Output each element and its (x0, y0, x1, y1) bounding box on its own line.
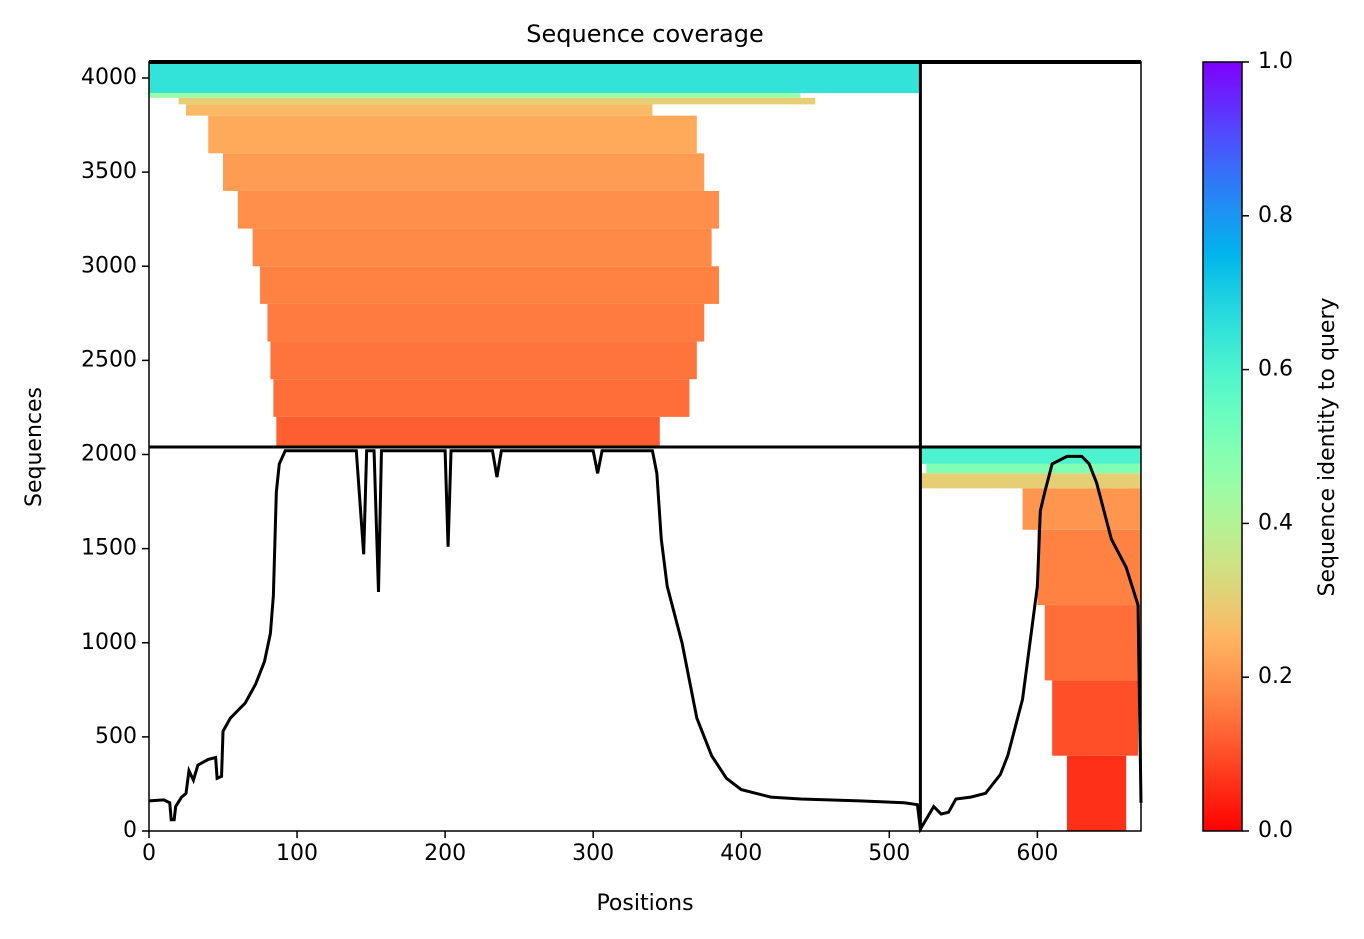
x-tick-label: 100 (276, 841, 318, 866)
y-tick-label: 3500 (81, 159, 137, 184)
colorbar-tick-label: 0.4 (1258, 510, 1293, 535)
x-tick-label: 0 (142, 841, 156, 866)
y-tick-label: 1500 (81, 536, 137, 561)
coverage-band (920, 446, 1141, 464)
colorbar-tick-label: 0.2 (1258, 664, 1293, 689)
y-tick-label: 2500 (81, 347, 137, 372)
coverage-band (1066, 755, 1127, 831)
x-tick-label: 600 (1016, 841, 1058, 866)
colorbar-tick-label: 0.6 (1258, 357, 1293, 382)
coverage-band (260, 266, 720, 304)
y-axis-label: Sequences (22, 387, 47, 507)
y-tick-label: 3000 (81, 253, 137, 278)
coverage-band (273, 379, 690, 417)
colorbar (1202, 61, 1243, 832)
coverage-band (252, 228, 712, 267)
coverage-band (186, 104, 653, 116)
colorbar-tick-label: 0.0 (1258, 818, 1293, 843)
coverage-band (149, 93, 801, 98)
y-tick-label: 500 (95, 724, 137, 749)
y-tick-label: 2000 (81, 442, 137, 467)
chart-title: Sequence coverage (526, 20, 763, 48)
y-tick-label: 1000 (81, 630, 137, 655)
y-tick-label: 4000 (81, 65, 137, 90)
coverage-band (223, 153, 705, 191)
x-tick-label: 400 (720, 841, 762, 866)
coverage-band (1044, 605, 1141, 681)
coverage-band (270, 341, 697, 380)
x-tick-label: 500 (868, 841, 910, 866)
x-tick-label: 300 (572, 841, 614, 866)
coverage-band (926, 463, 1141, 474)
coverage-band (237, 190, 720, 229)
x-axis-label: Positions (596, 891, 693, 916)
y-tick-label: 0 (123, 818, 137, 843)
colorbar-tick-label: 1.0 (1258, 49, 1293, 74)
coverage-band (178, 97, 816, 105)
coverage-band (1052, 680, 1139, 756)
colorbar-tick-label: 0.8 (1258, 203, 1293, 228)
x-tick-label: 200 (424, 841, 466, 866)
coverage-band (920, 473, 1141, 489)
coverage-band (208, 115, 697, 154)
coverage-band (267, 303, 705, 342)
colorbar-label: Sequence identity to query (1315, 297, 1340, 596)
coverage-band (1037, 529, 1141, 606)
coverage-line (148, 449, 1143, 834)
coverage-band (276, 416, 660, 447)
coverage-band (149, 62, 921, 94)
